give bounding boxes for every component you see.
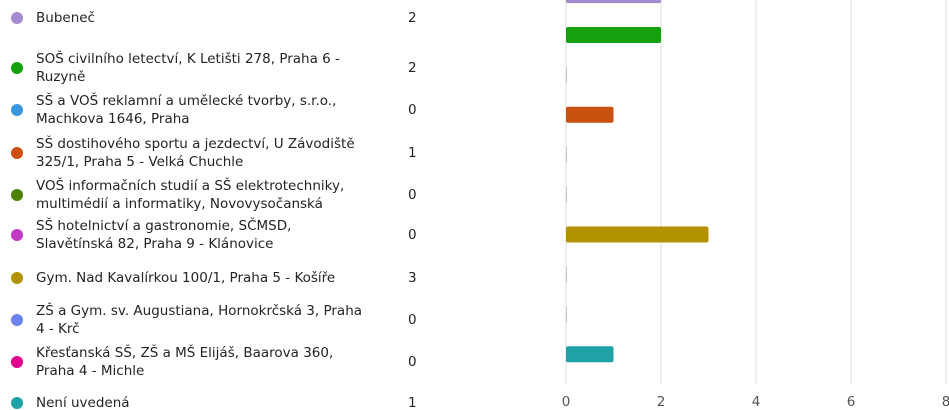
bar	[566, 146, 567, 163]
legend-dot	[11, 229, 23, 241]
legend-label: Gym. Nad Kavalírkou 100/1, Praha 5 - Koš…	[36, 270, 336, 286]
legend-dot	[11, 397, 23, 409]
count-label: 2	[408, 10, 417, 26]
legend-dot	[11, 189, 23, 201]
count-label: 0	[408, 227, 417, 243]
legend-dot	[11, 314, 23, 326]
x-tick-label: 4	[752, 394, 761, 410]
legend-dot	[11, 62, 23, 74]
x-tick-label: 0	[562, 394, 571, 410]
legend-label: ZŠ a Gym. sv. Augustiana, Hornokrčská 3,…	[36, 303, 363, 337]
x-tick-label: 8	[942, 394, 949, 410]
legend-label: Křesťanská SŠ, ZŠ a MŠ Elijáš, Baarova 3…	[36, 345, 334, 379]
legend-label: SŠ a VOŠ reklamní a umělecké tvorby, s.r…	[36, 93, 337, 127]
bar	[566, 66, 567, 83]
bar	[566, 186, 567, 203]
bar	[566, 226, 709, 243]
count-label: 3	[408, 270, 417, 286]
legend-label: SOŠ civilního letectví, K Letišti 278, P…	[36, 51, 340, 85]
bar	[566, 27, 661, 43]
count-label: 1	[408, 145, 417, 161]
legend-dot	[11, 104, 23, 116]
count-label: 1	[408, 395, 417, 410]
bar	[566, 266, 567, 283]
bar	[566, 306, 567, 323]
bar	[566, 346, 614, 363]
count-label: 0	[408, 312, 417, 328]
bar	[566, 106, 614, 123]
bar	[566, 0, 661, 4]
legend-dot	[11, 356, 23, 368]
count-label: 2	[408, 60, 417, 76]
legend-dot	[11, 147, 23, 159]
x-tick-label: 2	[657, 394, 666, 410]
count-label: 0	[408, 354, 417, 370]
legend-label: VOŠ informačních studií a SŠ elektrotech…	[36, 178, 345, 212]
legend-dot	[11, 272, 23, 284]
legend-label: SŠ dostihového sportu a jezdectví, U Záv…	[36, 136, 355, 170]
count-label: 0	[408, 187, 417, 203]
count-label: 0	[408, 102, 417, 118]
legend-label: Bubeneč	[36, 10, 95, 26]
legend-label: SŠ hotelnictví a gastronomie, SČMSD, Sla…	[36, 218, 292, 252]
legend-dot	[11, 12, 23, 24]
x-tick-label: 6	[847, 394, 856, 410]
legend-label: Není uvedená	[36, 395, 130, 410]
